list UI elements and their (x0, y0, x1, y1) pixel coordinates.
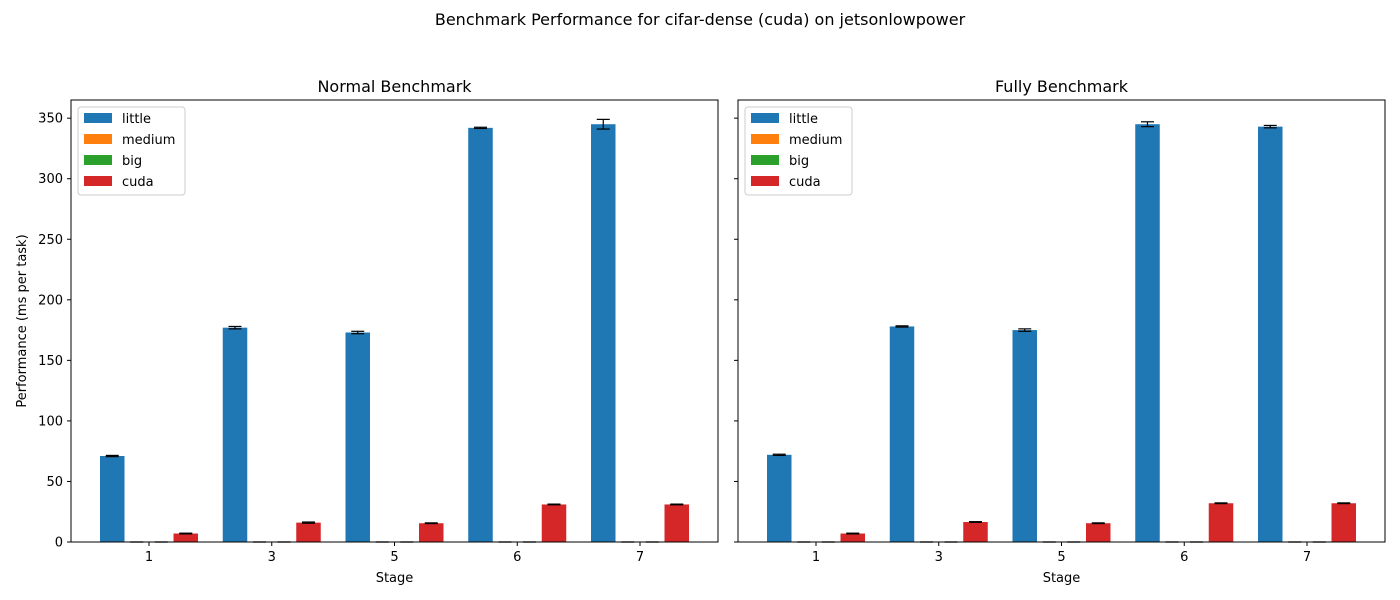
legend-box (77, 106, 186, 196)
legend-swatch-cuda (84, 176, 112, 186)
legend-label-big: big (122, 154, 142, 169)
legend-swatch-big (751, 155, 779, 165)
legend-label-cuda: cuda (789, 175, 821, 190)
legend-swatch-little (84, 113, 112, 123)
x-axis-label: Stage (1043, 571, 1081, 586)
bar-cuda-stage-3 (963, 522, 988, 542)
x-tick-label: 6 (1180, 550, 1188, 565)
subplot-2: Fully Benchmark 1 3 5 6 7 Stage little medium big… (734, 77, 1386, 586)
legend: little medium big cuda (77, 106, 186, 196)
bar-cuda-stage-6 (1208, 503, 1234, 542)
y-tick-label: 300 (38, 172, 63, 187)
legend-label-little: little (122, 112, 151, 127)
bar-little-stage-5 (1012, 330, 1037, 542)
bar-cuda-stage-5 (419, 523, 444, 542)
bar-little-stage-3 (889, 326, 915, 542)
bar-little-stage-5 (345, 332, 370, 542)
bar-cuda-stage-7 (1331, 503, 1356, 542)
subplot-1: Normal Benchmark 0 50 100 150 200 250 300 350 1 3 5… (15, 77, 719, 586)
subplot-title: Normal Benchmark (317, 77, 472, 96)
x-tick-label: 5 (390, 550, 398, 565)
legend-swatch-little (751, 113, 779, 123)
y-tick-label: 150 (38, 354, 63, 369)
bar-cuda-stage-5 (1086, 523, 1111, 542)
bar-cuda-stage-7 (664, 504, 689, 542)
legend-swatch-big (84, 155, 112, 165)
y-tick-label: 200 (38, 293, 63, 308)
bar-little-stage-1 (767, 454, 792, 542)
x-tick-label: 3 (268, 550, 276, 565)
bar-little-stage-7 (1258, 126, 1283, 542)
bar-cuda-stage-3 (296, 522, 321, 542)
bar-little-stage-3 (222, 327, 248, 542)
legend: little medium big cuda (744, 106, 853, 196)
y-tick-label: 250 (38, 233, 63, 248)
legend-box (744, 106, 853, 196)
bar-little-stage-6 (468, 127, 493, 543)
x-tick-label: 1 (812, 550, 820, 565)
y-axis-label: Performance (ms per task) (15, 234, 30, 407)
legend-label-medium: medium (122, 133, 175, 148)
legend-label-cuda: cuda (122, 175, 154, 190)
x-tick-label: 7 (636, 550, 644, 565)
y-tick-label: 100 (38, 414, 63, 429)
x-tick-label: 7 (1303, 550, 1311, 565)
x-tick-label: 6 (513, 550, 521, 565)
bar-cuda-stage-1 (173, 533, 198, 542)
bar-cuda-stage-6 (541, 504, 567, 542)
subplot-title: Fully Benchmark (995, 77, 1129, 96)
x-tick-label: 5 (1057, 550, 1065, 565)
y-tick-label: 0 (55, 536, 63, 551)
legend-swatch-cuda (751, 176, 779, 186)
legend-label-little: little (789, 112, 818, 127)
bar-cuda-stage-1 (840, 533, 865, 542)
x-tick-label: 3 (935, 550, 943, 565)
legend-swatch-medium (751, 134, 779, 144)
bar-little-stage-1 (100, 456, 125, 542)
y-tick-label: 350 (38, 112, 63, 127)
x-axis-label: Stage (376, 571, 414, 586)
x-tick-label: 1 (145, 550, 153, 565)
y-tick-label: 50 (46, 475, 63, 490)
bar-little-stage-6 (1135, 124, 1160, 542)
legend-label-big: big (789, 154, 809, 169)
bar-little-stage-7 (591, 124, 616, 542)
figure-title: Benchmark Performance for cifar-dense (c… (434, 10, 966, 29)
legend-swatch-medium (84, 134, 112, 144)
legend-label-medium: medium (789, 133, 842, 148)
